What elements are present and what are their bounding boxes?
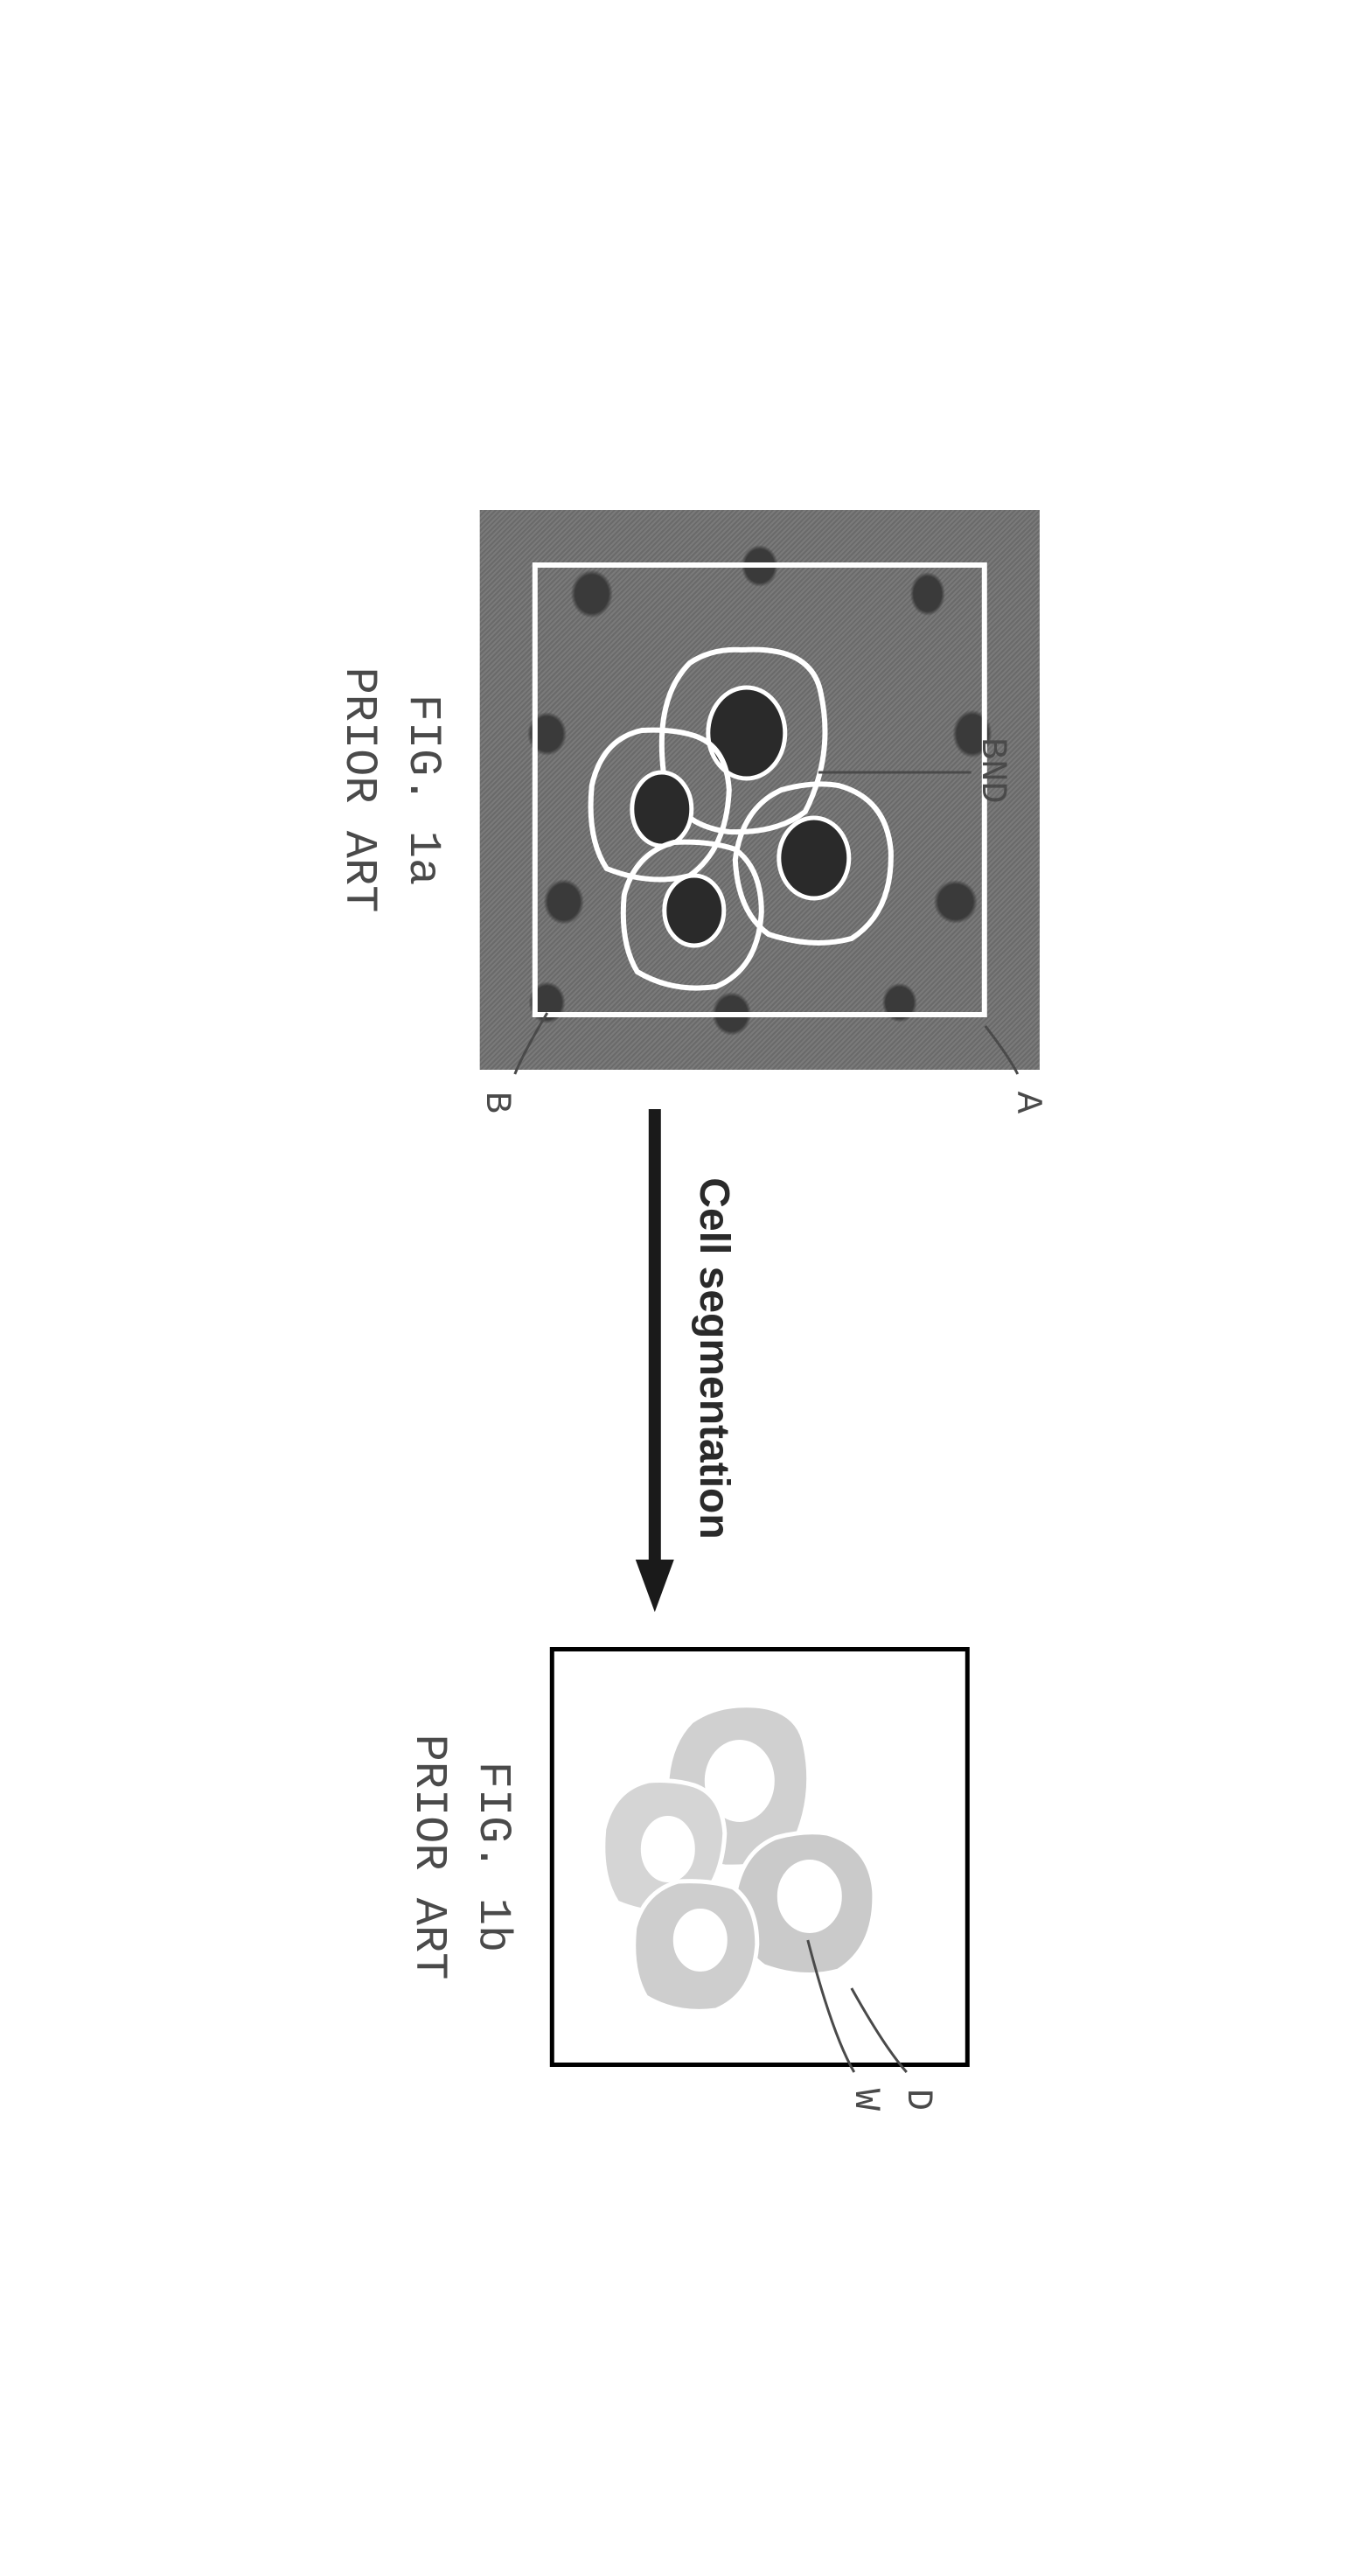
figure-container: A BND B FIG. 1a PRIOR ART Cell segmentat… xyxy=(326,510,1040,2067)
annotation-a-line xyxy=(978,1013,1021,1083)
inner-bounding-box xyxy=(532,562,986,1017)
annotation-bnd: BND xyxy=(971,737,1013,804)
arrow-section: Cell segmentation xyxy=(628,1105,737,1612)
annotation-w-line xyxy=(801,1930,858,2078)
annotation-d: D xyxy=(896,2088,938,2110)
annotation-b: B xyxy=(475,1091,517,1113)
nucleus-b-2 xyxy=(777,1860,840,1932)
nucleus-b-4 xyxy=(673,1909,726,1971)
annotation-w: W xyxy=(844,2088,886,2110)
caption-a-line2: PRIOR ART xyxy=(326,667,390,912)
caption-a-line1: FIG. 1a xyxy=(390,667,454,912)
annotation-a: A xyxy=(1006,1091,1048,1113)
arrow-label: Cell segmentation xyxy=(689,1177,737,1539)
panel-b-wrapper: D W FIG. 1b PRIOR ART xyxy=(396,1647,970,2067)
panel-a-caption: FIG. 1a PRIOR ART xyxy=(326,667,454,912)
annotation-b-line xyxy=(510,1004,554,1083)
annotation-bnd-line xyxy=(818,764,971,781)
panel-b-caption: FIG. 1b PRIOR ART xyxy=(396,1734,524,1979)
caption-b-line2: PRIOR ART xyxy=(396,1734,460,1979)
panel-a-wrapper: A BND B FIG. 1a PRIOR ART xyxy=(326,510,1040,1070)
nucleus-b-3 xyxy=(641,1817,693,1881)
panel-b: D W xyxy=(549,1647,969,2067)
caption-b-line1: FIG. 1b xyxy=(460,1734,524,1979)
arrow-icon xyxy=(628,1105,680,1612)
panel-a: A BND B xyxy=(479,510,1039,1070)
